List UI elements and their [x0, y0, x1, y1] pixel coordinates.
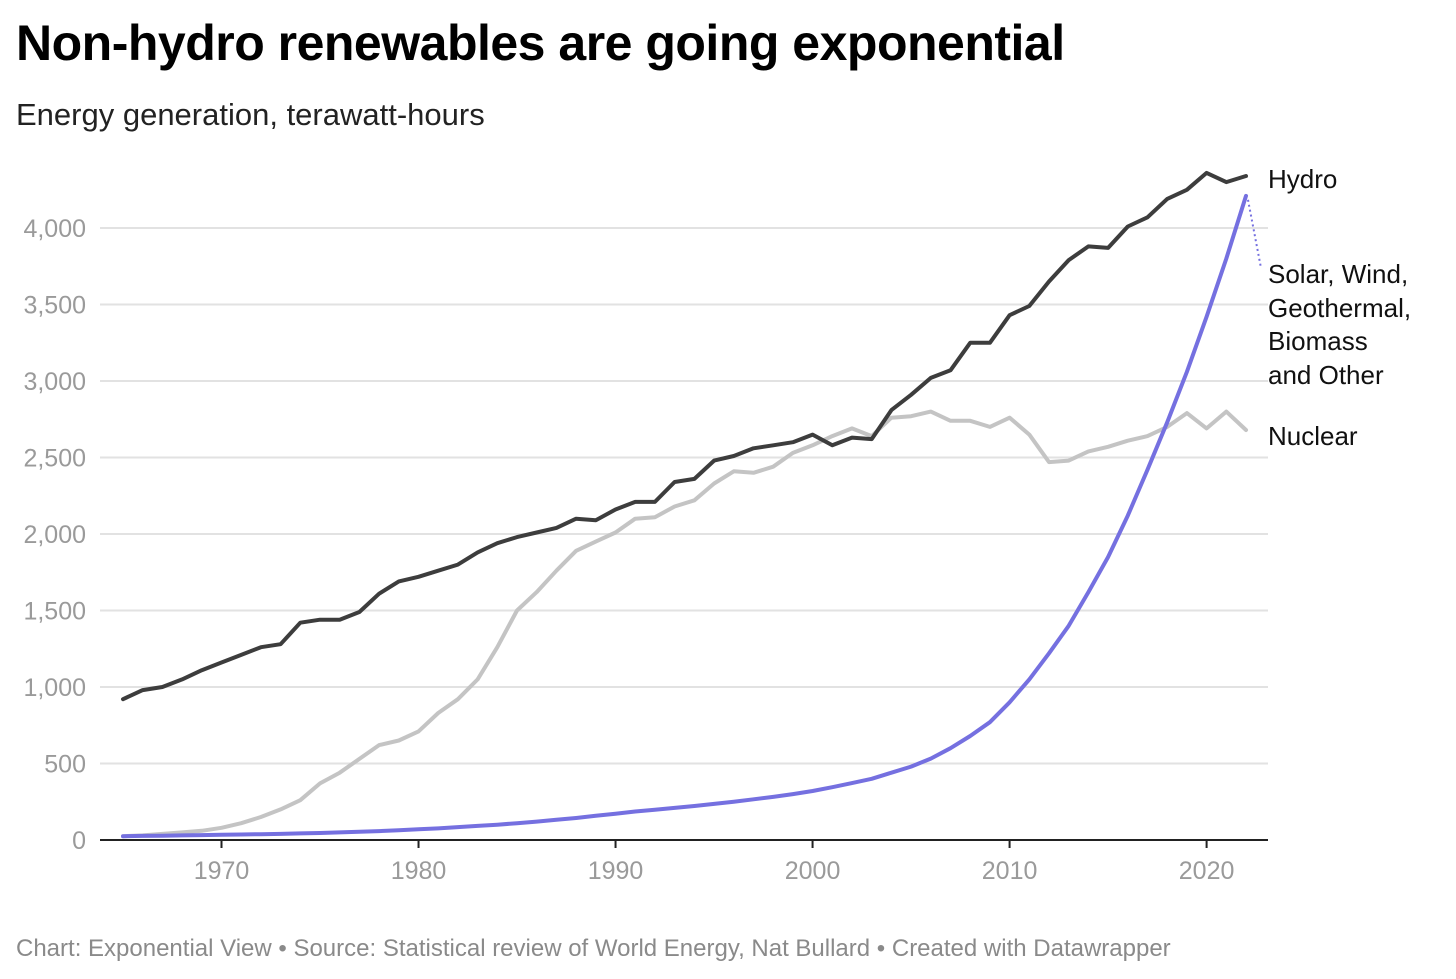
y-tick-label: 0 — [72, 827, 86, 855]
series-label-renewables-line-3: Biomass — [1268, 326, 1368, 356]
y-tick-label: 3,000 — [23, 368, 86, 396]
series-line-hydro — [121, 170, 1248, 702]
x-tick-label: 1970 — [194, 857, 250, 885]
series-label-renewables-line-1: Solar, Wind, — [1268, 259, 1408, 289]
chart-subtitle: Energy generation, terawatt-hours — [16, 97, 485, 132]
y-tick-label: 4,000 — [23, 215, 86, 243]
y-tick-label: 2,500 — [23, 445, 86, 473]
y-tick-label: 3,500 — [23, 292, 86, 320]
x-tick-label: 2000 — [785, 857, 841, 885]
series-line-nuclear — [121, 409, 1248, 839]
y-tick-label: 1,000 — [23, 674, 86, 702]
x-tick-label: 1980 — [391, 857, 447, 885]
series-label-renewables-line-2: Geothermal, — [1268, 293, 1411, 323]
series-lines — [121, 170, 1262, 839]
series-labels: Hydro Solar, Wind, Geothermal, Biomass a… — [1268, 164, 1411, 451]
x-tick-label: 1990 — [588, 857, 644, 885]
series-line-solar — [121, 193, 1248, 839]
x-tick-label: 2020 — [1179, 857, 1235, 885]
chart-title: Non-hydro renewables are going exponenti… — [16, 15, 1065, 71]
renewables-label-connector — [1247, 199, 1262, 269]
y-tick-label: 1,500 — [23, 598, 86, 626]
gridlines — [100, 227, 1268, 765]
series-label-hydro: Hydro — [1268, 164, 1337, 194]
y-tick-label: 500 — [44, 751, 86, 779]
series-label-nuclear: Nuclear — [1268, 421, 1358, 451]
chart-footer: Chart: Exponential View • Source: Statis… — [16, 935, 1171, 962]
series-label-renewables-line-4: and Other — [1268, 360, 1384, 390]
x-tick-label: 2010 — [982, 857, 1038, 885]
axes: 0 500 1,000 1,500 2,000 2,500 3,000 3,500 4,000 1… — [23, 215, 1268, 885]
y-tick-label: 2,000 — [23, 521, 86, 549]
